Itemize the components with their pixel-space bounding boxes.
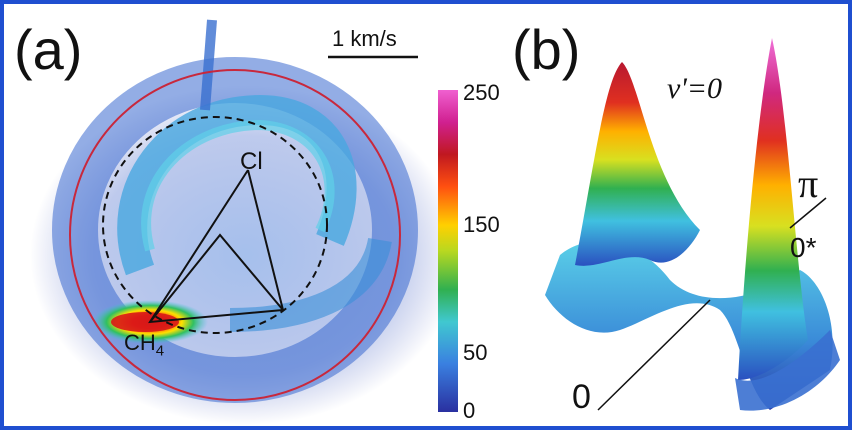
surface-plot [545, 38, 840, 411]
ch4-label: CH4 [124, 330, 164, 359]
axis-pi-line [789, 197, 827, 229]
colorbar-tick-0: 0 [463, 398, 476, 423]
colorbar [438, 90, 458, 412]
scale-bar-label: 1 km/s [332, 26, 397, 51]
zero-star-label: 0* [790, 232, 817, 263]
velocity-map-image [30, 19, 460, 425]
axis-zero-line [597, 299, 711, 411]
panel-b-label: (b) [512, 18, 581, 81]
v-prime-label: ν'=0 [667, 72, 722, 105]
pi-label: π [798, 161, 819, 206]
ch4-text: CH [124, 330, 156, 355]
panel-a-label: (a) [14, 18, 83, 81]
cl-label: Cl [240, 148, 263, 175]
ch4-subscript: 4 [155, 342, 165, 360]
colorbar-tick-150: 150 [463, 212, 500, 237]
colorbar-tick-250: 250 [463, 80, 500, 105]
colorbar-tick-50: 50 [463, 340, 488, 365]
zero-label: 0 [572, 378, 591, 416]
